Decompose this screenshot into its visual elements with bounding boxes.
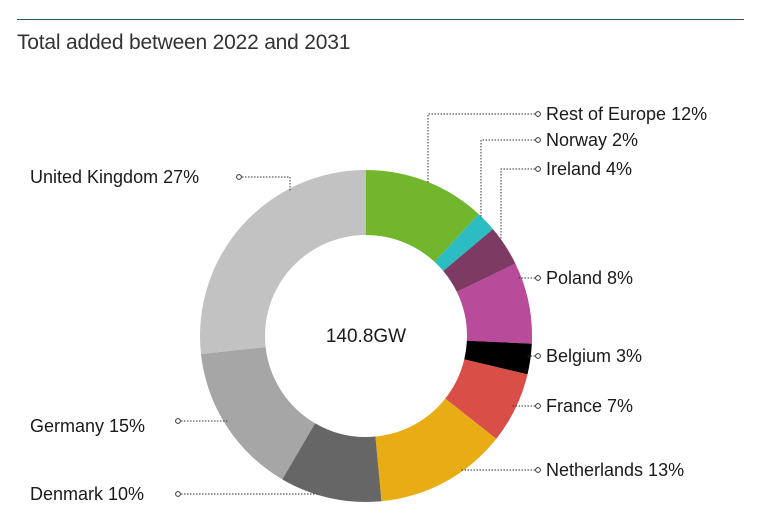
slice-labels: Rest of Europe 12% Norway 2% Ireland 4% Pol… (30, 104, 707, 504)
slice-rest-of-europe (366, 170, 479, 262)
leader-dot-france (535, 403, 541, 409)
slice-germany (200, 346, 316, 480)
label-norway: Norway 2% (546, 130, 638, 150)
leader-dot-germany (175, 418, 181, 424)
leader-dot-ireland (535, 166, 541, 172)
label-belgium: Belgium 3% (546, 346, 642, 366)
slice-norway (434, 214, 493, 271)
leader-dot-rest-of-europe (535, 111, 541, 117)
leader-dot-norway (535, 137, 541, 143)
label-germany: Germany 15% (30, 416, 145, 436)
leader-dot-denmark (175, 491, 181, 497)
slice-denmark (282, 423, 382, 502)
slice-netherlands (375, 398, 497, 502)
label-united-kingdom: United Kingdom 27% (30, 167, 199, 187)
center-total-label: 140.8GW (326, 326, 406, 347)
slice-united-kingdom (199, 170, 366, 355)
donut-slices (199, 170, 532, 502)
leader-dot-belgium (535, 353, 541, 359)
label-france: France 7% (546, 396, 633, 416)
leader-dot-united-kingdom (236, 174, 242, 180)
slice-poland (456, 263, 532, 344)
leader-line-united-kingdom (239, 176, 291, 191)
label-ireland: Ireland 4% (546, 159, 632, 179)
label-netherlands: Netherlands 13% (546, 460, 684, 480)
leader-line-rest-of-europe (427, 113, 538, 185)
leader-dot-netherlands (535, 467, 541, 473)
leader-line-ireland (500, 168, 538, 242)
leader-dot-poland (535, 275, 541, 281)
label-poland: Poland 8% (546, 268, 633, 288)
label-denmark: Denmark 10% (30, 484, 144, 504)
slice-ireland (443, 229, 516, 292)
leader-line-norway (480, 139, 538, 219)
chart-subtitle: Total added between 2022 and 2031 (17, 31, 351, 54)
slice-belgium (464, 340, 532, 375)
slice-france (445, 359, 528, 439)
leader-lines (175, 111, 541, 497)
label-rest-of-europe: Rest of Europe 12% (546, 104, 707, 124)
top-rule (17, 19, 744, 20)
